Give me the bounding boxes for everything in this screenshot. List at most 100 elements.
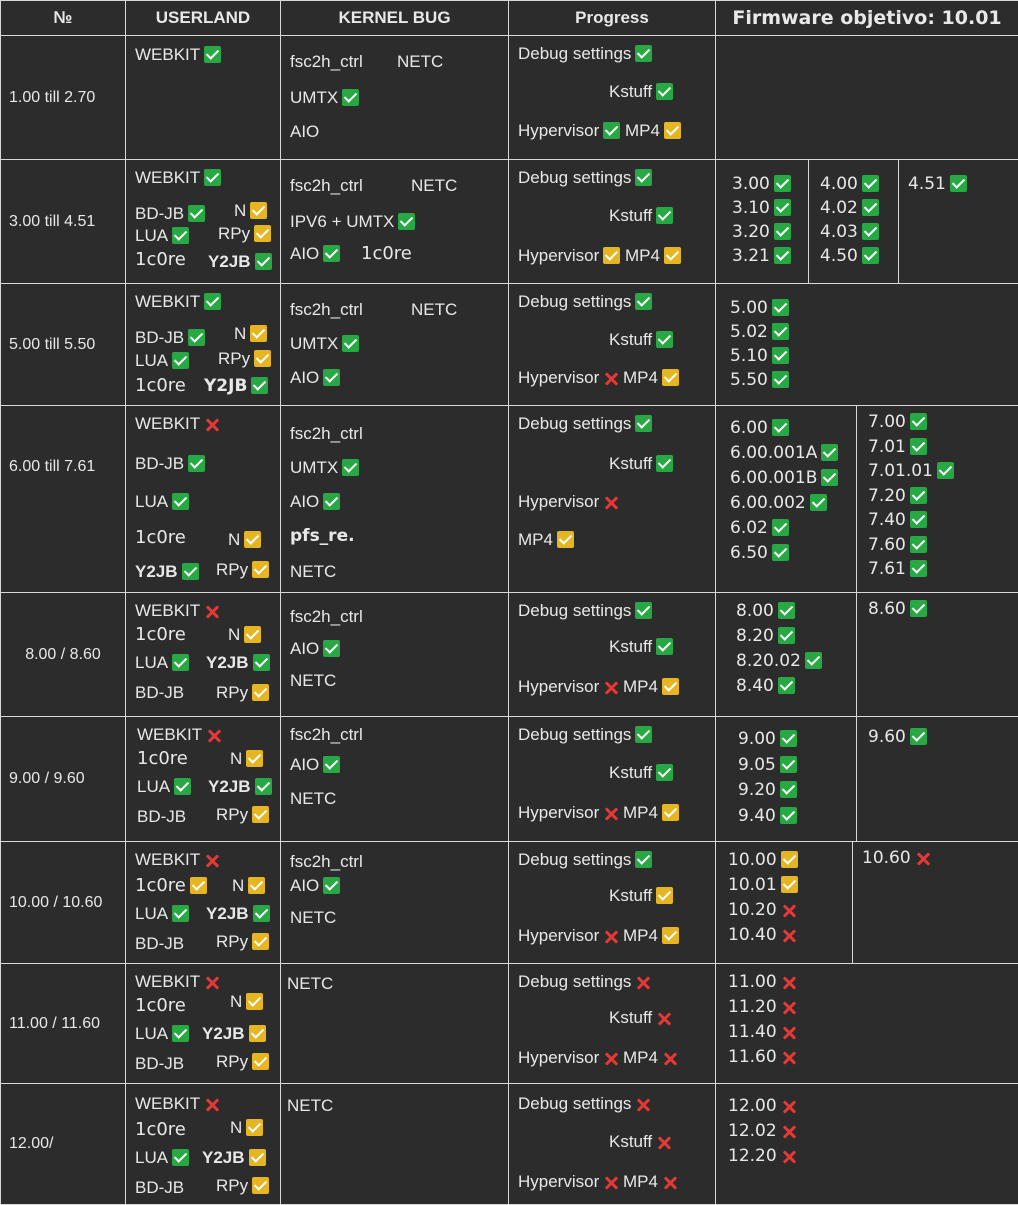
header-firmware-target: Firmware objetivo: 10.01 <box>716 1 1018 36</box>
userland-item: Y2JB <box>206 653 270 673</box>
userland-item: N <box>234 324 267 344</box>
progress-hypervisor: Hypervisor <box>518 492 618 512</box>
check-icon <box>342 335 359 352</box>
userland-item: Y2JB <box>202 1148 266 1168</box>
userland-item: N <box>228 625 261 645</box>
check-icon <box>635 726 652 743</box>
check-icon <box>810 494 827 511</box>
check-icon <box>862 247 879 264</box>
userland-item: N <box>230 992 263 1012</box>
cross-icon <box>603 1175 618 1190</box>
userland-item: Y2JB <box>202 1024 266 1044</box>
userland-item: RPy <box>216 683 269 703</box>
cross-icon <box>781 1000 796 1015</box>
check-icon <box>204 46 221 63</box>
partial-icon <box>249 1149 266 1166</box>
check-icon <box>635 415 652 432</box>
check-icon <box>635 293 652 310</box>
kernel-item: fsc2h_ctrl <box>290 300 363 320</box>
partial-icon <box>246 1119 263 1136</box>
userland-item: N <box>228 530 261 550</box>
kernel-item: pfs_re. <box>290 526 355 546</box>
check-icon <box>253 654 270 671</box>
cross-icon <box>781 975 796 990</box>
fw-version: 7.61 <box>868 557 954 582</box>
userland-item: Y2JB <box>206 904 270 924</box>
userland-item: N <box>234 201 267 221</box>
kernel-item: UMTX <box>290 458 359 478</box>
userland-item: LUA <box>135 653 189 673</box>
partial-icon <box>249 1025 266 1042</box>
fw-version: 10.60 <box>862 848 930 868</box>
kernel-item: IPV6 + UMTX <box>290 212 415 232</box>
check-icon <box>778 627 795 644</box>
progress-debug: Debug settings <box>518 168 652 188</box>
cross-icon <box>915 851 930 866</box>
check-icon <box>188 455 205 472</box>
firmware-range: 1.00 till 2.70 <box>1 36 126 160</box>
userland-item: WEBKIT <box>137 725 221 745</box>
userland-item: LUA <box>137 777 191 797</box>
table-row: 5.00 till 5.50 WEBKIT BD-JB N LUA RPy 1c… <box>1 284 1018 406</box>
partial-icon <box>250 202 267 219</box>
userland-item: WEBKIT <box>135 1094 219 1114</box>
kernel-item: AIO <box>290 755 340 775</box>
firmware-range: 12.00/ <box>1 1084 126 1205</box>
check-icon <box>342 89 359 106</box>
cross-icon <box>662 1175 677 1190</box>
partial-icon <box>664 247 681 264</box>
partial-icon <box>781 851 798 868</box>
userland-item: 1c0re <box>135 996 186 1016</box>
partial-icon <box>252 561 269 578</box>
userland-item: RPy <box>216 1176 269 1196</box>
userland-item: BD-JB <box>135 934 184 954</box>
progress-kstuff: Kstuff <box>609 206 673 226</box>
progress-hypervisor: Hypervisor MP4 <box>518 803 679 823</box>
fw-version: 7.40 <box>868 508 954 533</box>
firmware-range: 3.00 till 4.51 <box>1 160 126 284</box>
userland-item: 1c0re <box>135 528 186 548</box>
fw-version: 10.20 <box>728 898 798 923</box>
check-icon <box>323 640 340 657</box>
partial-icon <box>244 531 261 548</box>
firmware-range: 11.00 / 11.60 <box>1 964 126 1084</box>
userland-item: 1c0re <box>135 1120 186 1140</box>
check-icon <box>172 493 189 510</box>
cross-icon <box>603 929 618 944</box>
userland-item: BD-JB <box>135 1178 184 1198</box>
progress-kstuff: Kstuff <box>609 1132 671 1152</box>
userland-item: LUA <box>135 1024 189 1044</box>
userland-item: LUA <box>135 1148 189 1168</box>
userland-item: Y2JB <box>135 562 199 582</box>
cross-icon <box>781 1124 796 1139</box>
kernel-item: AIO <box>290 492 340 512</box>
kernel-item: fsc2h_ctrl <box>290 607 363 627</box>
check-icon <box>398 213 415 230</box>
check-icon <box>635 851 652 868</box>
check-icon <box>780 730 797 747</box>
check-icon <box>656 455 673 472</box>
cross-icon <box>206 728 221 743</box>
partial-icon <box>557 531 574 548</box>
check-icon <box>910 487 927 504</box>
progress-kstuff: Kstuff <box>609 1008 671 1028</box>
userland-item: RPy <box>218 224 271 244</box>
header-userland: USERLAND <box>126 1 281 36</box>
check-icon <box>174 778 191 795</box>
check-icon <box>253 905 270 922</box>
partial-icon <box>252 1177 269 1194</box>
check-icon <box>656 331 673 348</box>
fw-version: 8.20.02 <box>736 649 822 674</box>
kernel-item: NETC <box>411 300 457 320</box>
check-icon <box>323 369 340 386</box>
fw-version: 7.20 <box>868 484 954 509</box>
fw-version: 5.02 <box>730 320 789 344</box>
progress-debug: Debug settings <box>518 850 652 870</box>
partial-icon <box>244 626 261 643</box>
check-icon <box>772 347 789 364</box>
progress-kstuff: Kstuff <box>609 637 673 657</box>
userland-item: WEBKIT <box>135 972 219 992</box>
check-icon <box>778 602 795 619</box>
partial-icon <box>664 122 681 139</box>
